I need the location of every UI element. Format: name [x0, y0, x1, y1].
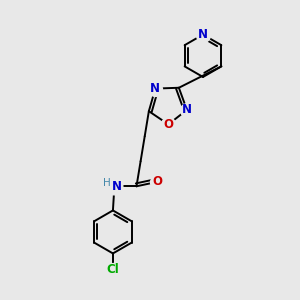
- Text: N: N: [198, 28, 208, 41]
- Text: O: O: [152, 176, 162, 188]
- Text: H: H: [103, 178, 111, 188]
- Text: O: O: [164, 118, 173, 131]
- Text: Cl: Cl: [106, 263, 119, 276]
- Text: N: N: [112, 180, 122, 193]
- Text: N: N: [182, 103, 192, 116]
- Text: N: N: [150, 82, 160, 95]
